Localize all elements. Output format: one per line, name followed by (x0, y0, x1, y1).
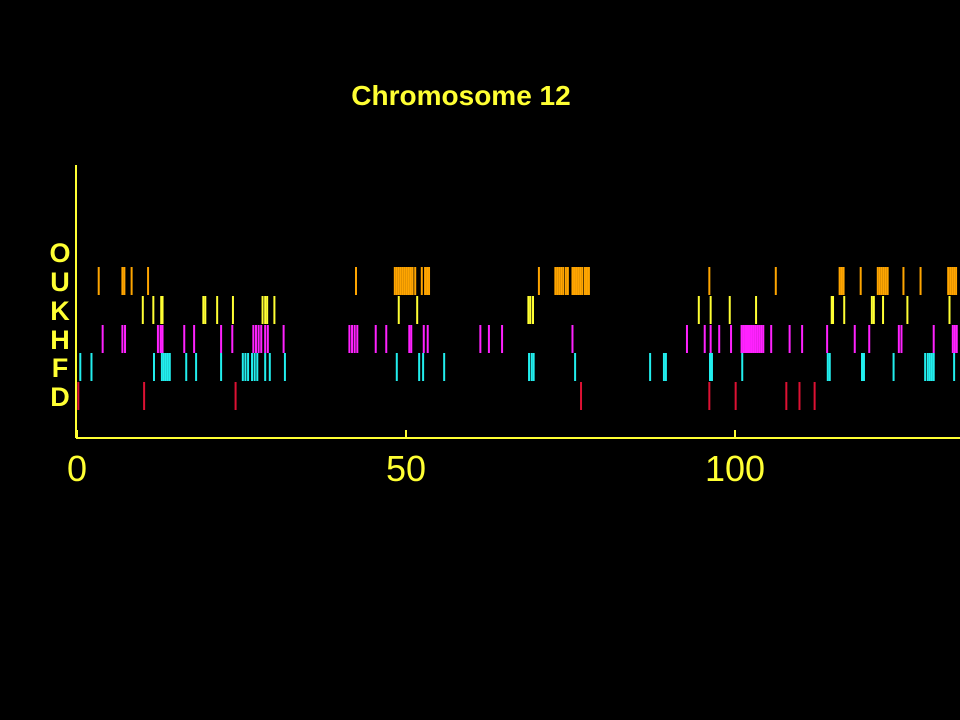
row-label-o: O (49, 238, 70, 268)
row-label-k: K (50, 296, 70, 326)
row-label-f: F (52, 353, 69, 383)
x-tick-label: 0 (67, 448, 87, 489)
x-tick-label: 100 (705, 448, 765, 489)
chart-title: Chromosome 12 (351, 80, 570, 111)
x-tick-marks-group (76, 430, 736, 438)
row-label-u: U (50, 267, 70, 297)
x-tick-labels-group: 0 50 100 (67, 448, 765, 489)
event-marks-group (77, 267, 958, 410)
x-tick-label: 50 (386, 448, 426, 489)
row-label-d: D (50, 382, 70, 412)
row-label-h: H (50, 325, 70, 355)
